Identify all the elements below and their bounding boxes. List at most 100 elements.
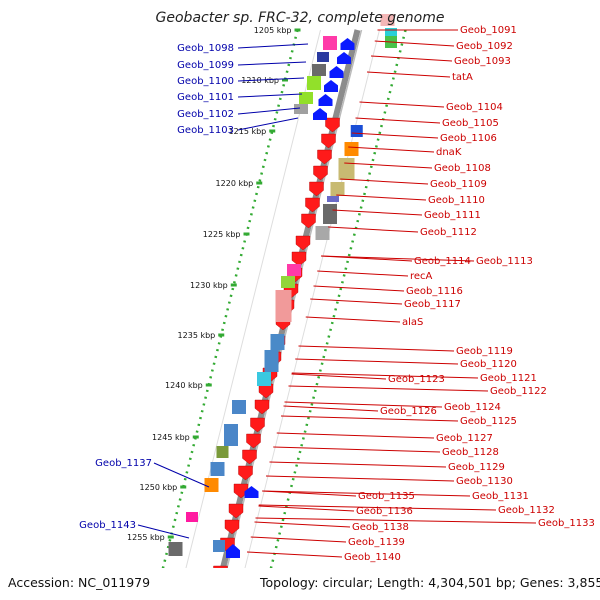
gene-feature-box — [338, 158, 355, 180]
leader-line-left — [237, 93, 303, 98]
gene-label-left[interactable]: Geob_1099 — [177, 60, 234, 71]
gene-label-right[interactable]: Geob_1130 — [456, 476, 513, 487]
gene-label-right[interactable]: Geob_1106 — [440, 133, 497, 144]
gene-label-right[interactable]: Geob_1131 — [472, 491, 529, 502]
gene-feature-box — [224, 424, 238, 446]
gene-feature-forward — [321, 133, 336, 149]
gene-feature-reverse — [226, 544, 240, 558]
gene-feature-box — [204, 478, 219, 492]
leader-line-right — [370, 55, 453, 62]
gene-label-right[interactable]: Geob_1140 — [344, 552, 401, 563]
gene-label-left[interactable]: Geob_1101 — [177, 92, 234, 103]
gene-label-right[interactable]: Geob_1108 — [434, 163, 491, 174]
leader-line-right — [258, 504, 497, 511]
gene-label-right[interactable]: Geob_1124 — [444, 402, 501, 413]
gene-label-right[interactable]: Geob_1120 — [460, 359, 517, 370]
leader-line-right — [288, 385, 489, 392]
leader-line-left — [237, 43, 309, 49]
gene-label-right[interactable]: Geob_1138 — [352, 522, 409, 533]
gene-feature-box — [327, 196, 339, 202]
leader-line-right — [313, 285, 405, 292]
gene-label-right[interactable]: Geob_1114 — [414, 256, 471, 267]
gene-label-right[interactable]: Geob_1129 — [448, 462, 505, 473]
leader-line-right — [348, 146, 435, 153]
gene-label-left[interactable]: Geob_1143 — [79, 520, 136, 531]
leader-line-left — [237, 77, 305, 82]
gene-label-left[interactable]: Geob_1098 — [177, 43, 234, 54]
gene-label-right[interactable]: Geob_1092 — [456, 41, 513, 52]
leader-line-left — [153, 462, 210, 488]
gene-feature-reverse — [313, 108, 327, 120]
leader-line-right — [359, 101, 445, 108]
gene-label-right[interactable]: Geob_1119 — [456, 346, 513, 357]
gene-feature-box — [216, 446, 229, 458]
leader-line-right — [295, 358, 459, 365]
gene-label-right[interactable]: recA — [410, 271, 433, 282]
accession-text: Accession: NC_011979 — [8, 575, 150, 590]
gene-label-right[interactable]: tatA — [452, 72, 473, 83]
gene-feature-box — [213, 540, 225, 552]
gene-label-right[interactable]: Geob_1136 — [356, 506, 413, 517]
gene-label-right[interactable]: Geob_1125 — [460, 416, 517, 427]
gene-label-right[interactable]: Geob_1104 — [446, 102, 503, 113]
leader-line-right — [332, 209, 423, 216]
leader-line-right — [262, 490, 357, 497]
leader-line-right — [355, 117, 441, 124]
gene-label-right[interactable]: Geob_1116 — [406, 286, 463, 297]
gene-label-right[interactable]: Geob_1105 — [442, 118, 499, 129]
gene-feature-forward — [224, 519, 240, 535]
kbp-tick-label: 1255 kbp — [127, 533, 165, 542]
gene-label-right[interactable]: Geob_1132 — [498, 505, 555, 516]
gene-label-right[interactable]: Geob_1112 — [420, 227, 477, 238]
left-inner-track — [177, 29, 321, 600]
gene-label-left[interactable]: Geob_1102 — [177, 109, 234, 120]
gene-feature-reverse — [318, 94, 333, 106]
leader-line-right — [291, 372, 479, 379]
gene-feature-box — [270, 334, 285, 350]
gene-feature-box — [299, 92, 313, 104]
gene-label-right[interactable]: Geob_1109 — [430, 179, 487, 190]
gene-label-right[interactable]: Geob_1113 — [476, 256, 533, 267]
gene-label-left[interactable]: Geob_1103 — [177, 125, 234, 136]
gene-feature-forward — [313, 165, 328, 181]
gene-feature-box — [168, 542, 183, 556]
gene-feature-box — [323, 204, 337, 224]
kbp-tick-label: 1230 kbp — [190, 281, 228, 290]
gene-label-right[interactable]: Geob_1135 — [358, 491, 415, 502]
gene-label-right[interactable]: Geob_1122 — [490, 386, 547, 397]
kbp-tick-label: 1215 kbp — [229, 127, 267, 136]
gene-label-right[interactable]: Geob_1128 — [442, 447, 499, 458]
leader-line-right — [374, 40, 455, 47]
gene-feature-forward — [250, 417, 265, 433]
gene-label-right[interactable]: Geob_1133 — [538, 518, 595, 529]
gene-label-left[interactable]: Geob_1100 — [177, 76, 234, 87]
gene-label-right[interactable]: Geob_1126 — [380, 406, 437, 417]
gene-label-right[interactable]: Geob_1091 — [460, 25, 517, 36]
gene-label-right[interactable]: Geob_1111 — [424, 210, 481, 221]
gene-label-left[interactable]: Geob_1137 — [95, 458, 152, 469]
gene-label-right[interactable]: Geob_1123 — [388, 374, 445, 385]
genome-info-text: Topology: circular; Length: 4,304,501 bp… — [259, 575, 600, 590]
gene-feature-reverse — [329, 66, 344, 78]
gene-labels[interactable]: Geob_1098 Geob_1099 Geob_1100 Geob_1101 Geob… — [79, 25, 595, 563]
gene-label-right[interactable]: Geob_1139 — [348, 537, 405, 548]
gene-feature-box — [275, 290, 292, 322]
gene-label-right[interactable]: Geob_1117 — [404, 299, 461, 310]
gene-label-right[interactable]: Geob_1121 — [480, 373, 537, 384]
gene-label-right[interactable]: dnaK — [436, 147, 462, 158]
leader-line-right — [283, 405, 379, 412]
gene-feature-reverse — [340, 38, 355, 50]
leader-line-right — [320, 255, 475, 262]
gene-label-right[interactable]: Geob_1127 — [436, 433, 493, 444]
leader-line-right — [305, 316, 401, 323]
leader-line-right — [269, 461, 447, 468]
gene-feature-reverse — [324, 80, 338, 92]
map-title: Geobacter sp. FRC-32, complete genome — [156, 10, 445, 26]
kbp-ticks: 1205 kbp 1210 kbp 1215 kbp 1220 kbp 1225 kbp… — [114, 26, 301, 593]
gene-label-right[interactable]: alaS — [402, 317, 423, 328]
label-leader-lines — [137, 29, 537, 558]
gene-label-right[interactable]: Geob_1093 — [454, 56, 511, 67]
gene-label-right[interactable]: Geob_1110 — [428, 195, 485, 206]
leader-line-right — [298, 345, 455, 352]
